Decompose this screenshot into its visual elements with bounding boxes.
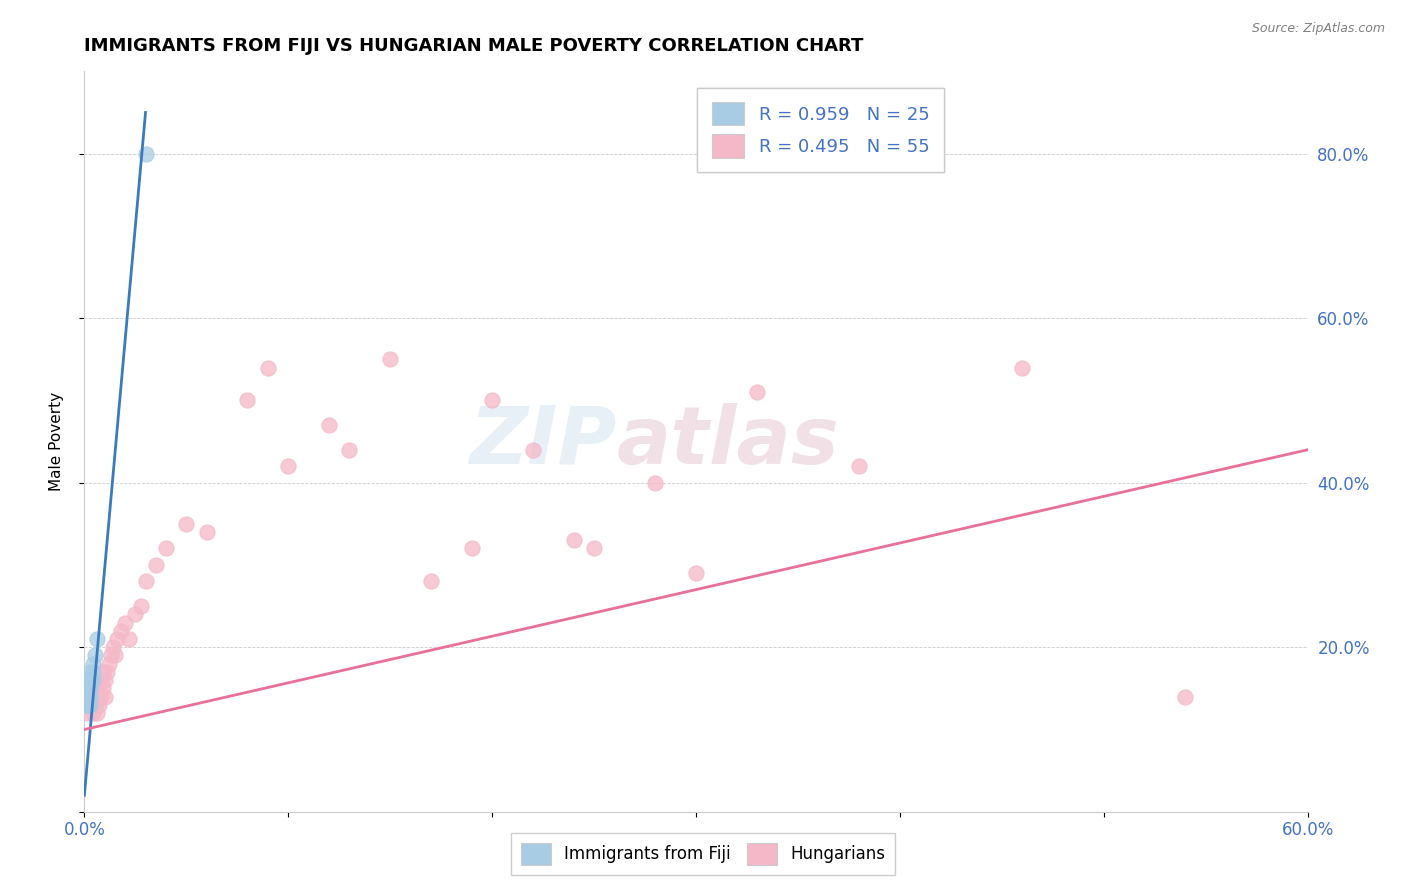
Point: [685, 566, 707, 581]
Point: [93, 673, 115, 687]
Point: [114, 615, 136, 630]
Point: [135, 146, 157, 161]
Point: [79, 673, 101, 687]
Point: [83, 648, 105, 663]
Point: [82, 690, 104, 704]
Point: [77, 706, 100, 720]
Point: [118, 632, 141, 646]
Point: [82, 665, 104, 679]
Point: [155, 541, 177, 556]
Point: [257, 360, 280, 375]
Point: [82, 681, 104, 696]
Point: [79, 673, 101, 687]
Point: [75, 690, 97, 704]
Text: IMMIGRANTS FROM FIJI VS HUNGARIAN MALE POVERTY CORRELATION CHART: IMMIGRANTS FROM FIJI VS HUNGARIAN MALE P…: [84, 37, 863, 54]
Point: [77, 690, 100, 704]
Point: [75, 690, 97, 704]
Point: [100, 648, 122, 663]
Point: [420, 574, 443, 589]
Point: [87, 673, 110, 687]
Point: [79, 698, 101, 712]
Point: [110, 624, 132, 638]
Point: [90, 673, 112, 687]
Point: [86, 706, 108, 720]
Point: [79, 681, 101, 696]
Point: [522, 442, 544, 457]
Point: [79, 681, 101, 696]
Point: [77, 698, 100, 712]
Point: [97, 657, 120, 671]
Point: [135, 574, 157, 589]
Point: [277, 459, 299, 474]
Point: [83, 698, 105, 712]
Point: [79, 673, 101, 687]
Point: [87, 698, 110, 712]
Text: atlas: atlas: [616, 402, 839, 481]
Point: [91, 665, 114, 679]
Point: [82, 673, 104, 687]
Point: [461, 541, 484, 556]
Point: [77, 673, 100, 687]
Point: [82, 657, 104, 671]
Y-axis label: Male Poverty: Male Poverty: [49, 392, 63, 491]
Point: [75, 698, 97, 712]
Point: [131, 599, 153, 613]
Point: [848, 459, 870, 474]
Point: [1011, 360, 1033, 375]
Point: [75, 681, 97, 696]
Point: [339, 442, 361, 457]
Point: [101, 640, 124, 655]
Point: [79, 690, 101, 704]
Text: ZIP: ZIP: [470, 402, 616, 481]
Point: [82, 706, 104, 720]
Point: [318, 418, 340, 433]
Point: [86, 632, 108, 646]
Point: [644, 475, 666, 490]
Point: [77, 690, 100, 704]
Point: [79, 698, 101, 712]
Legend: R = 0.959   N = 25, R = 0.495   N = 55: R = 0.959 N = 25, R = 0.495 N = 55: [697, 87, 943, 172]
Point: [583, 541, 606, 556]
Legend: Immigrants from Fiji, Hungarians: Immigrants from Fiji, Hungarians: [510, 833, 896, 875]
Point: [79, 665, 101, 679]
Point: [195, 524, 218, 539]
Point: [77, 681, 100, 696]
Point: [747, 385, 769, 400]
Point: [236, 393, 259, 408]
Point: [380, 352, 402, 367]
Point: [93, 690, 115, 704]
Point: [105, 632, 128, 646]
Point: [96, 665, 118, 679]
Point: [77, 690, 100, 704]
Point: [75, 698, 97, 712]
Point: [83, 690, 105, 704]
Point: [174, 516, 197, 531]
Point: [79, 673, 101, 687]
Point: [124, 607, 146, 622]
Point: [90, 690, 112, 704]
Text: Source: ZipAtlas.com: Source: ZipAtlas.com: [1251, 22, 1385, 36]
Point: [79, 690, 101, 704]
Point: [145, 558, 167, 572]
Point: [91, 681, 114, 696]
Point: [79, 681, 101, 696]
Point: [481, 393, 503, 408]
Point: [1174, 690, 1197, 704]
Point: [79, 681, 101, 696]
Point: [86, 681, 108, 696]
Point: [104, 648, 127, 663]
Point: [562, 533, 585, 548]
